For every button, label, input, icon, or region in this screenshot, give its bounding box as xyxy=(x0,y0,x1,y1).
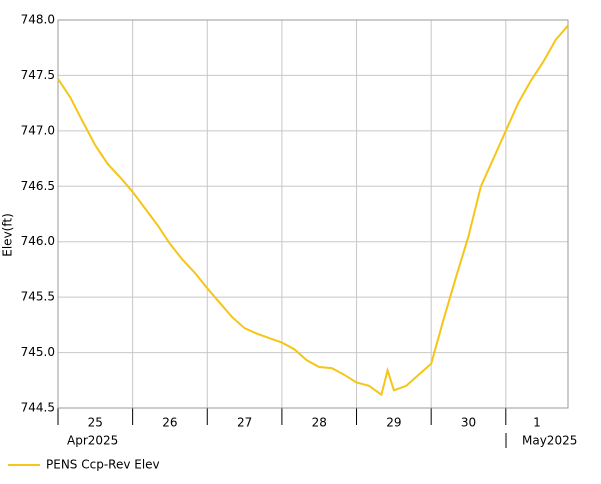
x-period-label: Apr2025 xyxy=(67,434,118,448)
x-tick-label: 29 xyxy=(386,416,401,430)
x-tick-label: 1 xyxy=(533,416,541,430)
x-tick-label: 25 xyxy=(88,416,103,430)
y-tick-label: 744.5 xyxy=(21,401,55,415)
x-tick-label: 28 xyxy=(312,416,327,430)
y-tick-label: 748.0 xyxy=(21,13,55,27)
legend-label: PENS Ccp-Rev Elev xyxy=(46,458,160,472)
x-tick-label: 26 xyxy=(162,416,177,430)
y-tick-label: 746.5 xyxy=(21,179,55,193)
x-period-label: May2025 xyxy=(522,434,577,448)
plot-frame xyxy=(57,19,569,409)
y-tick-label: 746.0 xyxy=(21,234,55,248)
y-tick-label: 747.0 xyxy=(21,123,55,137)
y-tick-label: 745.5 xyxy=(21,290,55,304)
x-tick-label: 27 xyxy=(237,416,252,430)
y-tick-label: 745.0 xyxy=(21,345,55,359)
y-axis-label: Elev(ft) xyxy=(1,213,15,256)
y-tick-label: 747.5 xyxy=(21,68,55,82)
series-line xyxy=(57,24,569,397)
x-tick-label: 30 xyxy=(461,416,476,430)
